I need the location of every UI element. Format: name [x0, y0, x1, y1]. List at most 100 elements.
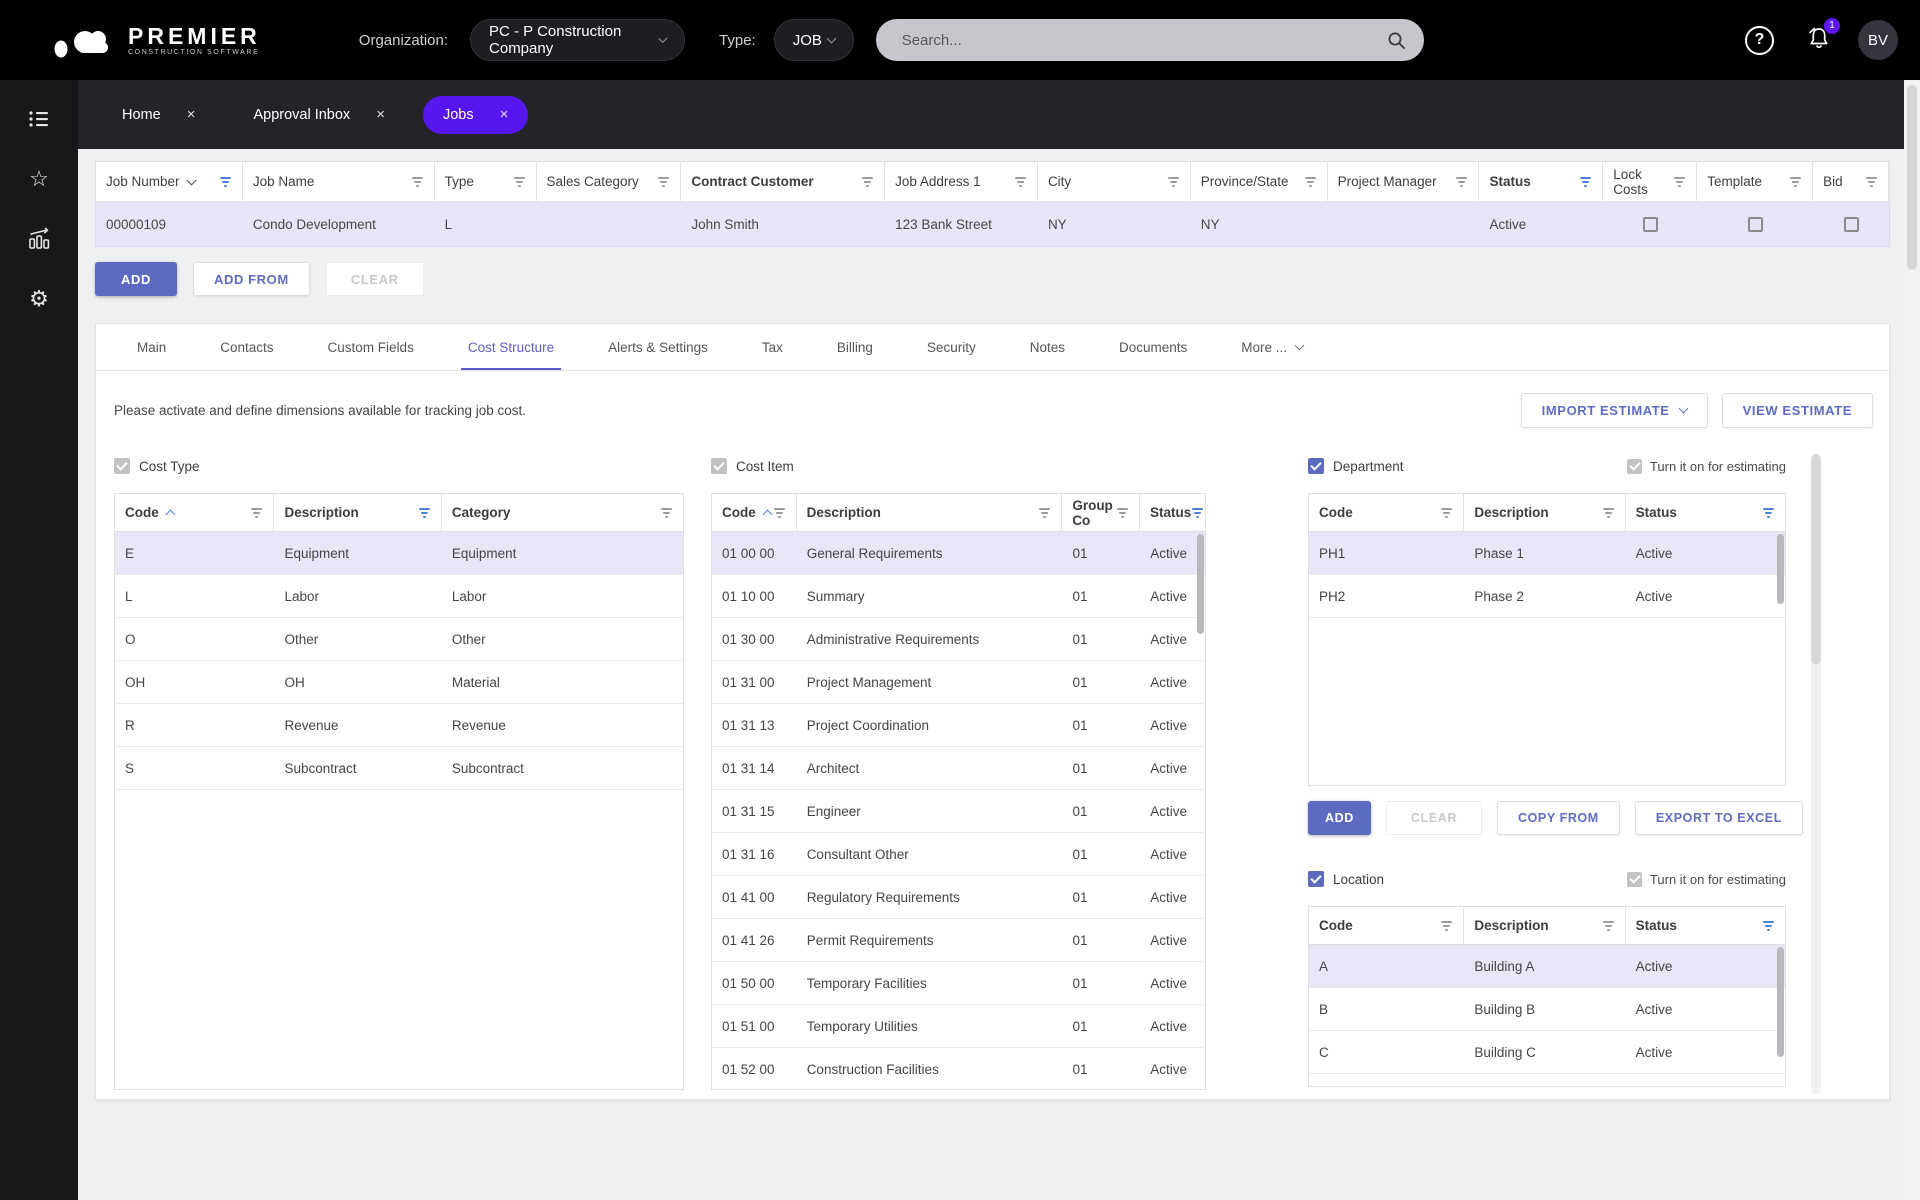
column-header-code[interactable]: Code — [1309, 907, 1465, 944]
table-row[interactable]: 01 31 13 Project Coordination 01 Active — [712, 704, 1205, 747]
filter-icon[interactable] — [219, 174, 232, 190]
table-row[interactable]: 01 41 00 Regulatory Requirements 01 Active — [712, 876, 1205, 919]
filter-icon[interactable] — [1116, 505, 1129, 521]
help-icon[interactable]: ? — [1745, 25, 1774, 55]
table-row[interactable]: A Building A Active — [1309, 945, 1785, 988]
column-header-code[interactable]: Code — [115, 494, 275, 531]
menu-list-icon[interactable] — [26, 106, 52, 132]
type-select[interactable]: JOB — [773, 19, 854, 61]
close-icon[interactable]: × — [376, 106, 385, 123]
column-header-province-state[interactable]: Province/State — [1191, 162, 1328, 201]
column-header-project-manager[interactable]: Project Manager — [1328, 162, 1480, 201]
filter-icon[interactable] — [250, 505, 263, 521]
search-input[interactable] — [899, 30, 1387, 50]
close-icon[interactable]: × — [499, 106, 509, 123]
filter-icon[interactable] — [1673, 174, 1686, 190]
column-header-status[interactable]: Status — [1140, 494, 1205, 531]
tab-custom-fields[interactable]: Custom Fields — [301, 324, 441, 370]
workspace-tab-approval-inbox[interactable]: Approval Inbox × — [233, 96, 405, 134]
table-row[interactable]: OH OH Material — [115, 661, 683, 704]
column-header-code[interactable]: Code — [712, 494, 797, 531]
filter-icon[interactable] — [1014, 174, 1027, 190]
column-header-template[interactable]: Template — [1697, 162, 1814, 201]
location-checkbox[interactable] — [1308, 871, 1324, 887]
tab-billing[interactable]: Billing — [810, 324, 900, 370]
settings-gear-icon[interactable]: ⚙ — [29, 286, 49, 311]
filter-icon[interactable] — [657, 174, 670, 190]
table-row[interactable]: C Building C Active — [1309, 1031, 1785, 1074]
filter-icon[interactable] — [861, 174, 874, 190]
column-header-status[interactable]: Status — [1626, 494, 1785, 531]
filter-icon[interactable] — [1602, 918, 1615, 934]
add-from-button[interactable]: ADD FROM — [192, 262, 310, 296]
filter-icon[interactable] — [1789, 174, 1802, 190]
column-header-sales-category[interactable]: Sales Category — [537, 162, 682, 201]
table-row[interactable]: 01 51 00 Temporary Utilities 01 Active — [712, 1005, 1205, 1048]
table-row[interactable]: 01 31 15 Engineer 01 Active — [712, 790, 1205, 833]
lock-costs-checkbox[interactable] — [1642, 216, 1658, 232]
column-header-description[interactable]: Description — [1464, 907, 1626, 944]
table-row[interactable]: 01 52 00 Construction Facilities 01 Active — [712, 1048, 1205, 1089]
department-copy-from-button[interactable]: COPY FROM — [1496, 801, 1620, 835]
column-header-code[interactable]: Code — [1309, 494, 1465, 531]
table-row[interactable]: R Revenue Revenue — [115, 704, 683, 747]
column-header-city[interactable]: City — [1038, 162, 1191, 201]
table-row[interactable]: S Subcontract Subcontract — [115, 747, 683, 790]
notifications-button[interactable]: 1 — [1806, 17, 1840, 56]
workspace-tab-home[interactable]: Home × — [102, 96, 215, 134]
filter-icon[interactable] — [1455, 174, 1468, 190]
department-add-button[interactable]: ADD — [1308, 801, 1371, 835]
search-bar[interactable] — [875, 19, 1424, 61]
filter-icon[interactable] — [1440, 505, 1453, 521]
tab-alerts-settings[interactable]: Alerts & Settings — [581, 324, 735, 370]
filter-icon[interactable] — [513, 174, 526, 190]
tab-more[interactable]: More ... — [1214, 324, 1330, 370]
table-row[interactable]: B Building B Active — [1309, 988, 1785, 1031]
filter-icon[interactable] — [1191, 505, 1204, 521]
table-row[interactable]: 01 50 00 Temporary Facilities 01 Active — [712, 962, 1205, 1005]
column-header-type[interactable]: Type — [435, 162, 537, 201]
reports-chart-icon[interactable] — [26, 226, 52, 252]
workspace-tab-jobs[interactable]: Jobs × — [422, 95, 529, 134]
scrollbar-thumb[interactable] — [1907, 85, 1917, 270]
tab-main[interactable]: Main — [110, 324, 193, 370]
close-icon[interactable]: × — [186, 106, 196, 123]
column-header-group-co[interactable]: Group Co — [1062, 494, 1140, 531]
view-estimate-button[interactable]: VIEW ESTIMATE — [1721, 393, 1873, 428]
table-row[interactable]: PH2 Phase 2 Active — [1309, 575, 1785, 618]
column-header-job-address-1[interactable]: Job Address 1 — [885, 162, 1038, 201]
filter-icon[interactable] — [1304, 174, 1317, 190]
column-header-status[interactable]: Status — [1626, 907, 1785, 944]
filter-icon[interactable] — [1865, 174, 1878, 190]
tab-notes[interactable]: Notes — [1003, 324, 1092, 370]
jobs-grid-row[interactable]: 00000109 Condo Development L John Smith 123 … — [95, 202, 1890, 247]
column-header-category[interactable]: Category — [442, 494, 683, 531]
column-header-job-name[interactable]: Job Name — [243, 162, 435, 201]
add-button[interactable]: ADD — [95, 262, 177, 296]
filter-icon[interactable] — [1602, 505, 1615, 521]
export-to-excel-button[interactable]: EXPORT TO EXCEL — [1634, 801, 1803, 835]
favorites-star-icon[interactable]: ☆ — [29, 166, 49, 191]
table-row[interactable]: L Labor Labor — [115, 575, 683, 618]
tab-contacts[interactable]: Contacts — [193, 324, 300, 370]
filter-icon[interactable] — [411, 174, 424, 190]
filter-icon[interactable] — [1167, 174, 1180, 190]
table-row[interactable]: 01 31 16 Consultant Other 01 Active — [712, 833, 1205, 876]
tab-documents[interactable]: Documents — [1092, 324, 1214, 370]
tab-cost-structure[interactable]: Cost Structure — [441, 324, 581, 370]
column-header-description[interactable]: Description — [797, 494, 1063, 531]
template-checkbox[interactable] — [1747, 216, 1763, 232]
column-header-bid[interactable]: Bid — [1813, 162, 1889, 201]
table-row[interactable]: 01 00 00 General Requirements 01 Active — [712, 532, 1205, 575]
table-row[interactable]: PH1 Phase 1 Active — [1309, 532, 1785, 575]
column-header-contract-customer[interactable]: Contract Customer — [681, 162, 886, 201]
column-header-description[interactable]: Description — [274, 494, 442, 531]
scrollbar-thumb[interactable] — [1777, 947, 1784, 1057]
table-row[interactable]: 01 41 26 Permit Requirements 01 Active — [712, 919, 1205, 962]
table-row[interactable]: 01 31 00 Project Management 01 Active — [712, 661, 1205, 704]
search-icon[interactable] — [1387, 31, 1406, 50]
table-row[interactable]: O Other Other — [115, 618, 683, 661]
tab-tax[interactable]: Tax — [735, 324, 810, 370]
filter-icon[interactable] — [1440, 918, 1453, 934]
table-row[interactable]: E Equipment Equipment — [115, 532, 683, 575]
